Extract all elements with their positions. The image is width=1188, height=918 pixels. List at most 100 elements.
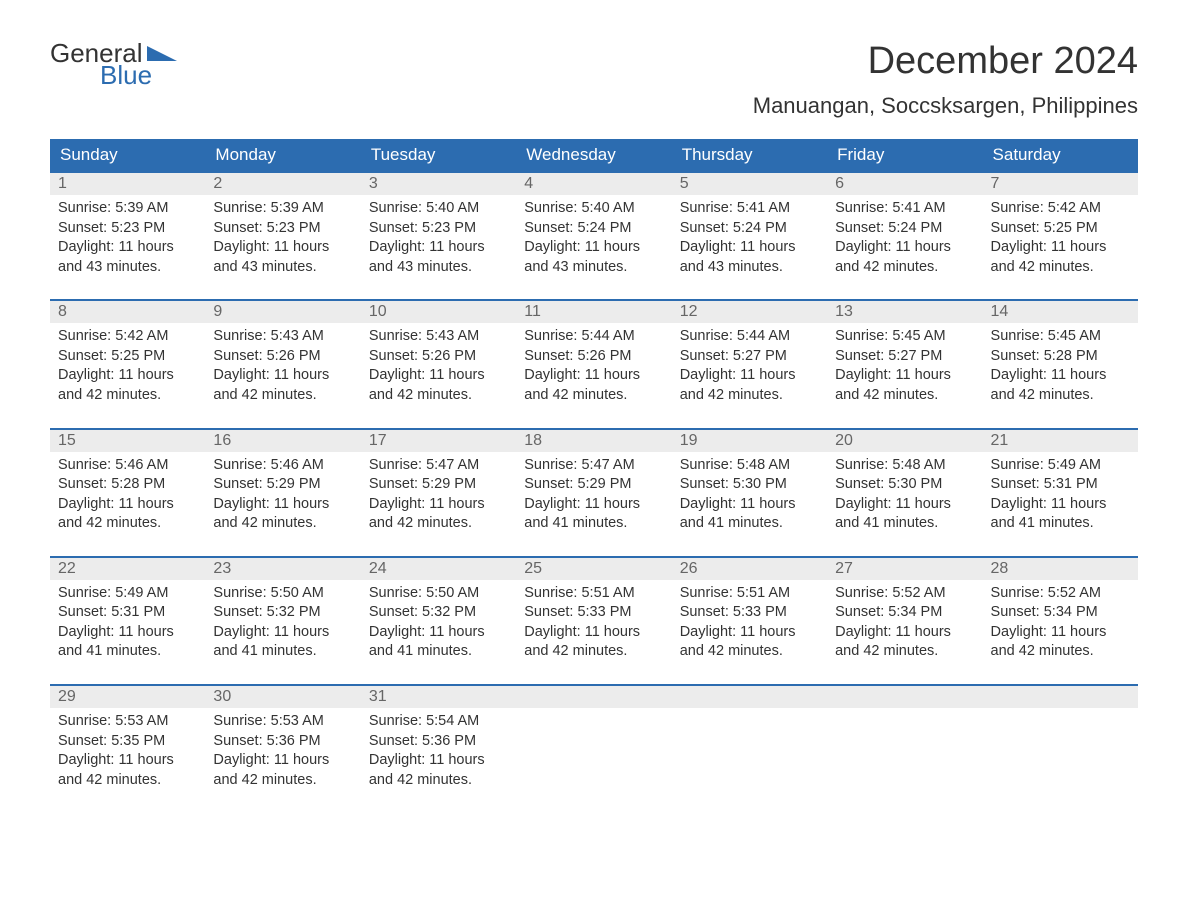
day-daylight1: Daylight: 11 hours — [213, 238, 352, 258]
day-number: 16 — [213, 432, 231, 449]
day-content: Sunrise: 5:39 AMSunset: 5:23 PMDaylight:… — [50, 195, 205, 281]
day-cell: 29Sunrise: 5:53 AMSunset: 5:35 PMDayligh… — [50, 686, 205, 794]
day-header-thursday: Thursday — [672, 139, 827, 171]
day-daylight1: Daylight: 11 hours — [58, 495, 197, 515]
day-daylight2: and 43 minutes. — [58, 258, 197, 278]
day-sunset: Sunset: 5:26 PM — [524, 347, 663, 367]
day-cell: 27Sunrise: 5:52 AMSunset: 5:34 PMDayligh… — [827, 558, 982, 666]
day-number: 23 — [213, 560, 231, 577]
day-daylight1: Daylight: 11 hours — [991, 366, 1130, 386]
day-daylight1: Daylight: 11 hours — [369, 366, 508, 386]
day-sunset: Sunset: 5:32 PM — [213, 603, 352, 623]
day-number-row: 9 — [205, 301, 360, 323]
day-number: 21 — [991, 432, 1009, 449]
day-content: Sunrise: 5:42 AMSunset: 5:25 PMDaylight:… — [983, 195, 1138, 281]
day-sunrise: Sunrise: 5:42 AM — [58, 327, 197, 347]
day-content: Sunrise: 5:51 AMSunset: 5:33 PMDaylight:… — [516, 580, 671, 666]
day-daylight2: and 42 minutes. — [835, 642, 974, 662]
day-daylight1: Daylight: 11 hours — [835, 495, 974, 515]
day-cell — [983, 686, 1138, 794]
day-daylight2: and 41 minutes. — [680, 514, 819, 534]
day-daylight2: and 42 minutes. — [524, 386, 663, 406]
day-number-row — [983, 686, 1138, 708]
day-number-row: 4 — [516, 173, 671, 195]
day-number: 10 — [369, 303, 387, 320]
day-sunrise: Sunrise: 5:51 AM — [680, 584, 819, 604]
day-daylight1: Daylight: 11 hours — [524, 238, 663, 258]
day-sunset: Sunset: 5:30 PM — [680, 475, 819, 495]
day-content: Sunrise: 5:44 AMSunset: 5:27 PMDaylight:… — [672, 323, 827, 409]
day-sunrise: Sunrise: 5:48 AM — [680, 456, 819, 476]
day-cell — [827, 686, 982, 794]
day-number-row: 24 — [361, 558, 516, 580]
day-number-row: 8 — [50, 301, 205, 323]
day-cell: 28Sunrise: 5:52 AMSunset: 5:34 PMDayligh… — [983, 558, 1138, 666]
day-daylight2: and 41 minutes. — [835, 514, 974, 534]
day-number-row: 14 — [983, 301, 1138, 323]
day-sunrise: Sunrise: 5:47 AM — [524, 456, 663, 476]
day-number-row — [672, 686, 827, 708]
week-row: 29Sunrise: 5:53 AMSunset: 5:35 PMDayligh… — [50, 684, 1138, 794]
day-sunrise: Sunrise: 5:45 AM — [835, 327, 974, 347]
week-row: 22Sunrise: 5:49 AMSunset: 5:31 PMDayligh… — [50, 556, 1138, 666]
day-number: 15 — [58, 432, 76, 449]
day-content: Sunrise: 5:46 AMSunset: 5:28 PMDaylight:… — [50, 452, 205, 538]
day-daylight2: and 41 minutes. — [369, 642, 508, 662]
day-cell: 10Sunrise: 5:43 AMSunset: 5:26 PMDayligh… — [361, 301, 516, 409]
day-cell: 22Sunrise: 5:49 AMSunset: 5:31 PMDayligh… — [50, 558, 205, 666]
day-sunset: Sunset: 5:28 PM — [991, 347, 1130, 367]
day-sunset: Sunset: 5:29 PM — [213, 475, 352, 495]
day-number-row: 17 — [361, 430, 516, 452]
day-cell: 13Sunrise: 5:45 AMSunset: 5:27 PMDayligh… — [827, 301, 982, 409]
day-cell: 31Sunrise: 5:54 AMSunset: 5:36 PMDayligh… — [361, 686, 516, 794]
day-cell: 24Sunrise: 5:50 AMSunset: 5:32 PMDayligh… — [361, 558, 516, 666]
day-number-row: 2 — [205, 173, 360, 195]
day-daylight1: Daylight: 11 hours — [680, 495, 819, 515]
location-subtitle: Manuangan, Soccsksargen, Philippines — [753, 93, 1138, 119]
week-row: 1Sunrise: 5:39 AMSunset: 5:23 PMDaylight… — [50, 171, 1138, 281]
day-number: 14 — [991, 303, 1009, 320]
day-number-row: 3 — [361, 173, 516, 195]
day-sunrise: Sunrise: 5:40 AM — [369, 199, 508, 219]
day-content: Sunrise: 5:51 AMSunset: 5:33 PMDaylight:… — [672, 580, 827, 666]
day-number-row: 20 — [827, 430, 982, 452]
day-content: Sunrise: 5:52 AMSunset: 5:34 PMDaylight:… — [827, 580, 982, 666]
day-cell: 20Sunrise: 5:48 AMSunset: 5:30 PMDayligh… — [827, 430, 982, 538]
day-daylight1: Daylight: 11 hours — [213, 366, 352, 386]
month-title: December 2024 — [753, 40, 1138, 83]
day-cell: 30Sunrise: 5:53 AMSunset: 5:36 PMDayligh… — [205, 686, 360, 794]
day-number: 31 — [369, 688, 387, 705]
day-daylight1: Daylight: 11 hours — [835, 238, 974, 258]
day-number-row: 23 — [205, 558, 360, 580]
day-daylight2: and 42 minutes. — [835, 258, 974, 278]
day-daylight1: Daylight: 11 hours — [58, 238, 197, 258]
day-number: 17 — [369, 432, 387, 449]
day-number: 19 — [680, 432, 698, 449]
day-content: Sunrise: 5:45 AMSunset: 5:27 PMDaylight:… — [827, 323, 982, 409]
day-daylight1: Daylight: 11 hours — [680, 623, 819, 643]
day-number-row: 31 — [361, 686, 516, 708]
day-content: Sunrise: 5:53 AMSunset: 5:35 PMDaylight:… — [50, 708, 205, 794]
day-cell — [672, 686, 827, 794]
day-cell: 18Sunrise: 5:47 AMSunset: 5:29 PMDayligh… — [516, 430, 671, 538]
day-content: Sunrise: 5:44 AMSunset: 5:26 PMDaylight:… — [516, 323, 671, 409]
day-sunrise: Sunrise: 5:41 AM — [835, 199, 974, 219]
day-daylight1: Daylight: 11 hours — [213, 495, 352, 515]
day-cell: 9Sunrise: 5:43 AMSunset: 5:26 PMDaylight… — [205, 301, 360, 409]
day-daylight1: Daylight: 11 hours — [524, 366, 663, 386]
day-number: 5 — [680, 175, 689, 192]
day-sunrise: Sunrise: 5:43 AM — [213, 327, 352, 347]
day-cell: 7Sunrise: 5:42 AMSunset: 5:25 PMDaylight… — [983, 173, 1138, 281]
day-number-row: 26 — [672, 558, 827, 580]
day-sunset: Sunset: 5:34 PM — [835, 603, 974, 623]
day-daylight1: Daylight: 11 hours — [369, 495, 508, 515]
day-header-wednesday: Wednesday — [516, 139, 671, 171]
day-sunrise: Sunrise: 5:43 AM — [369, 327, 508, 347]
day-content: Sunrise: 5:49 AMSunset: 5:31 PMDaylight:… — [50, 580, 205, 666]
day-daylight2: and 42 minutes. — [991, 386, 1130, 406]
day-sunset: Sunset: 5:32 PM — [369, 603, 508, 623]
day-sunset: Sunset: 5:24 PM — [524, 219, 663, 239]
day-daylight2: and 42 minutes. — [58, 771, 197, 791]
day-daylight1: Daylight: 11 hours — [369, 238, 508, 258]
day-content: Sunrise: 5:46 AMSunset: 5:29 PMDaylight:… — [205, 452, 360, 538]
